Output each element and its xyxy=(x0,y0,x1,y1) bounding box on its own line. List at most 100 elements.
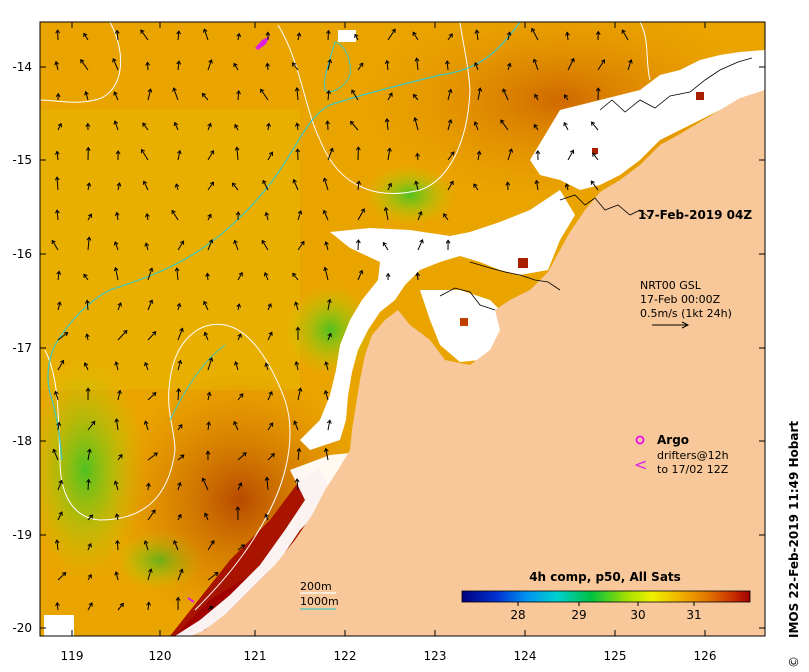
current-arrow xyxy=(476,30,479,41)
current-arrowhead xyxy=(113,480,119,485)
current-arrow xyxy=(292,272,299,281)
current-arrowhead xyxy=(87,448,92,453)
current-arrow xyxy=(177,482,181,491)
current-arrowhead xyxy=(323,447,329,453)
current-arrow xyxy=(177,61,180,71)
current-arrow xyxy=(354,34,359,41)
current-arrow xyxy=(177,454,185,461)
current-arrowhead xyxy=(297,210,303,215)
current-arrowhead xyxy=(322,177,328,182)
current-arrowhead xyxy=(242,452,247,457)
current-arrowhead xyxy=(54,60,60,66)
current-arrowhead xyxy=(262,179,267,185)
current-arrow xyxy=(387,183,392,191)
current-arrow xyxy=(234,124,239,131)
current-arrow xyxy=(357,208,365,221)
current-arrow xyxy=(147,568,152,581)
current-arrowhead xyxy=(114,29,120,34)
current-arrowhead xyxy=(202,28,208,33)
current-arrow xyxy=(591,121,599,131)
current-arrowhead xyxy=(444,60,450,65)
current-arrow xyxy=(293,421,299,431)
current-arrowhead xyxy=(239,393,244,398)
current-arrowhead xyxy=(52,448,57,454)
current-arrowhead xyxy=(114,418,120,423)
current-arrowhead xyxy=(152,392,157,397)
current-arrow xyxy=(57,511,63,521)
current-arrow xyxy=(117,330,128,341)
current-arrow xyxy=(87,574,92,581)
current-scale: 0.5m/s (1kt 24h) xyxy=(640,307,732,320)
current-arrowhead xyxy=(208,59,213,64)
current-arrow xyxy=(590,180,599,191)
colorbar xyxy=(461,590,751,603)
current-arrow xyxy=(57,360,64,371)
current-arrow xyxy=(237,544,245,551)
current-arrow xyxy=(266,477,269,491)
current-arrow xyxy=(267,303,272,311)
current-arrowhead xyxy=(294,361,300,366)
lon-tick: 120 xyxy=(149,649,172,663)
current-arrow xyxy=(207,123,212,131)
current-arrowhead xyxy=(531,27,536,33)
current-arrowhead xyxy=(473,183,478,188)
current-arrowhead xyxy=(123,329,128,335)
current-arrowhead xyxy=(85,333,90,338)
current-arrowhead xyxy=(143,420,149,425)
current-arrowhead xyxy=(173,539,178,545)
current-arrow xyxy=(177,150,181,161)
current-arrow xyxy=(56,177,59,191)
current-arrow xyxy=(327,59,331,71)
current-arrow xyxy=(114,481,119,491)
current-arrowhead xyxy=(83,362,89,367)
colorbar-tick: 31 xyxy=(686,608,701,622)
isobath-1000-label: 1000m xyxy=(300,595,339,608)
current-arrow xyxy=(174,122,179,131)
plot-frame xyxy=(39,21,766,637)
current-arrow xyxy=(597,59,605,71)
current-arrowhead xyxy=(327,58,333,64)
current-arrow xyxy=(567,58,575,71)
current-arrow xyxy=(87,449,91,461)
current-arrow xyxy=(115,418,119,431)
current-arrowhead xyxy=(595,87,601,92)
current-arrowhead xyxy=(140,29,145,34)
current-arrow xyxy=(204,332,209,341)
current-arrow xyxy=(265,514,269,521)
current-arrowhead xyxy=(474,29,480,34)
current-arrowhead xyxy=(592,152,597,157)
current-arrow xyxy=(117,182,121,191)
current-arrow xyxy=(51,240,59,251)
current-arrow xyxy=(147,268,153,281)
current-arrowhead xyxy=(628,59,633,64)
current-arrowhead xyxy=(415,271,421,277)
current-arrowhead xyxy=(115,150,121,155)
current-arrow xyxy=(327,333,332,341)
current-arrow xyxy=(266,63,269,71)
current-arrow xyxy=(175,183,179,191)
current-arrowhead xyxy=(355,239,361,244)
current-arrowhead xyxy=(57,122,63,128)
current-arrowhead xyxy=(265,31,271,36)
argo-marker xyxy=(635,435,645,445)
current-arrow xyxy=(57,480,63,491)
current-arrow xyxy=(147,483,150,491)
current-arrow xyxy=(237,33,240,41)
current-arrowhead xyxy=(261,239,266,245)
current-arrow xyxy=(57,301,61,311)
current-arrowhead xyxy=(324,361,329,366)
current-arrow xyxy=(83,274,89,281)
current-arrow xyxy=(297,448,300,461)
current-arrowhead xyxy=(384,118,390,123)
current-arrowhead xyxy=(263,271,269,277)
current-arrowhead xyxy=(388,92,393,97)
current-arrowhead xyxy=(387,147,392,152)
current-arrowhead xyxy=(83,273,88,278)
current-arrow xyxy=(147,62,149,71)
current-arrowhead xyxy=(500,119,505,124)
current-arrowhead xyxy=(206,391,212,396)
current-arrowhead xyxy=(177,513,182,519)
current-arrow xyxy=(207,572,219,581)
current-arrowhead xyxy=(505,181,511,186)
current-arrow xyxy=(202,478,209,491)
